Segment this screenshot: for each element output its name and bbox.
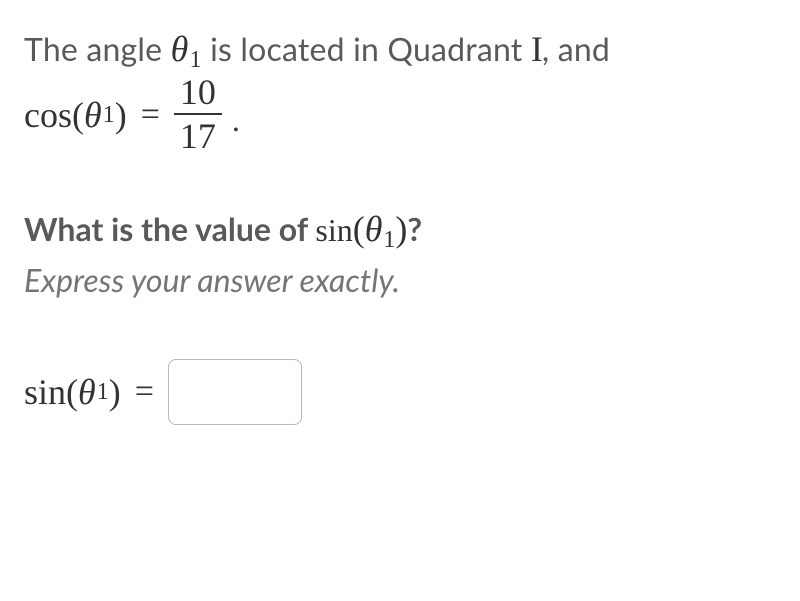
sin-func: sin <box>315 212 352 248</box>
lparen: ( <box>66 371 78 413</box>
numerator: 10 <box>174 74 222 110</box>
denominator: 17 <box>174 118 222 154</box>
intro-suffix: , and <box>542 29 610 68</box>
hint-text: Express your answer exactly. <box>24 260 776 299</box>
theta-subscript: 1 <box>190 47 202 73</box>
theta-var: θ <box>171 29 189 69</box>
intro-line: The angle θ1 is located in Quadrant I, a… <box>24 28 776 74</box>
rparen: ) <box>109 371 121 413</box>
cos-equation: cos(θ1) = 10 17 . <box>24 76 776 154</box>
quadrant-numeral: I <box>531 29 542 69</box>
theta-var: θ <box>365 209 383 249</box>
question-line: What is the value of sin(θ1)? <box>24 208 776 254</box>
question-prefix: What is the value of <box>24 209 315 248</box>
fraction-bar <box>174 113 222 115</box>
theta-subscript: 1 <box>383 227 395 253</box>
cos-func: cos <box>24 94 72 136</box>
equals-sign: = <box>141 96 160 134</box>
lparen: ( <box>72 94 84 136</box>
rparen: ) <box>395 209 407 249</box>
answer-row: sin(θ1) = <box>24 359 776 425</box>
theta-var: θ <box>84 94 102 136</box>
lparen: ( <box>353 209 365 249</box>
theta-subscript: 1 <box>103 102 115 129</box>
rparen: ) <box>115 94 127 136</box>
spacer <box>24 166 776 208</box>
period: . <box>232 102 240 139</box>
intro-mid: is located in Quadrant <box>202 29 531 68</box>
equals-sign: = <box>135 373 154 411</box>
sin-func: sin <box>24 371 66 413</box>
problem-statement: The angle θ1 is located in Quadrant I, a… <box>24 28 776 154</box>
theta-var: θ <box>78 371 96 413</box>
intro-prefix: The angle <box>24 29 171 68</box>
question-mark: ? <box>407 209 422 248</box>
spacer <box>24 299 776 359</box>
answer-input[interactable] <box>168 359 302 425</box>
theta-subscript: 1 <box>97 379 109 406</box>
fraction: 10 17 <box>174 74 222 154</box>
